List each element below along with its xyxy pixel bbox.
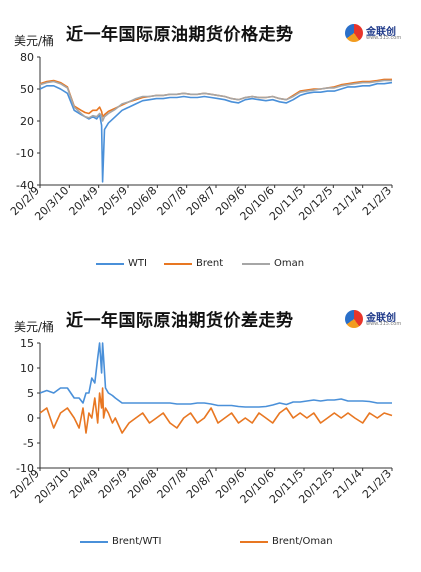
x-tick-label: 20/4/9 (67, 467, 101, 501)
y-tick-label: 80 (20, 51, 34, 64)
y-tick-label: 15 (20, 337, 34, 350)
x-tick-label: 20/4/9 (67, 184, 101, 218)
y-tick-label: -5 (23, 437, 34, 450)
y-tick-label: -10 (16, 462, 34, 475)
price-chart-panel: 美元/桶 近一年国际原油期货价格走势 金联创 www.315.com -40 -1… (8, 22, 405, 269)
legend-label-oman: Oman (274, 258, 305, 269)
series-line-brent-wti (39, 342, 392, 408)
x-tick-label: 20/5/9 (96, 467, 130, 501)
spread-chart-plot: -10-505101520/2/920/3/1020/4/920/5/920/6… (8, 337, 394, 506)
legend-item-brent-oman: Brent/Oman (240, 536, 333, 547)
x-tick-label: 20/6/8 (125, 184, 159, 218)
legend-item-oman: Oman (242, 258, 304, 269)
legend-swatch-oman (242, 262, 270, 265)
y-tick-label: 50 (20, 83, 34, 96)
jinlianchuang-logo: 金联创 www.315.com (345, 22, 405, 46)
legend-label-brent-wti: Brent/WTI (112, 536, 162, 547)
y-tick-label: 10 (20, 362, 34, 375)
legend-item-wti: WTI (96, 258, 147, 269)
x-tick-label: 20/7/8 (155, 467, 189, 501)
logo-text: 金联创 (366, 27, 396, 38)
spread-chart-panel: 美元/桶 近一年国际原油期货价差走势 金联创 www.315.com -10 -5… (0, 286, 421, 572)
logo-url: www.315.com (366, 35, 402, 41)
logo-mark-icon (345, 24, 363, 42)
x-tick-label: 20/8/7 (184, 467, 218, 501)
series-line-oman (39, 79, 392, 122)
x-tick-label: 21/1/4 (331, 184, 365, 218)
y-tick-label: 5 (27, 387, 34, 400)
legend-swatch-brent-oman (240, 540, 268, 543)
y-axis-unit: 美元/桶 (14, 34, 55, 48)
legend-swatch-brent-wti (80, 540, 108, 543)
logo-text: 金联创 (366, 313, 396, 324)
x-tick-label: 21/2/3 (360, 184, 394, 218)
logo-url: www.315.com (366, 321, 402, 327)
legend-label-brent: Brent (196, 258, 224, 269)
logo-mark-icon (345, 310, 363, 328)
y-tick-label: -10 (16, 147, 34, 160)
y-tick-label: 20 (20, 115, 34, 128)
legend-swatch-wti (96, 262, 124, 265)
y-tick-label: -40 (16, 179, 34, 192)
series-line-brent-oman (39, 387, 393, 434)
y-tick-label: 0 (27, 412, 34, 425)
y-axis-unit: 美元/桶 (14, 320, 55, 334)
series-line-wti (39, 81, 393, 183)
price-chart-plot: -40-1020508020/2/920/3/1020/4/920/5/920/… (8, 51, 394, 223)
x-tick-label: 21/1/4 (331, 467, 365, 501)
chart-title: 近一年国际原油期货价差走势 (66, 311, 294, 331)
legend-swatch-brent (164, 262, 192, 265)
legend-item-brent: Brent (164, 258, 223, 269)
legend-item-brent-wti: Brent/WTI (80, 536, 161, 547)
legend-label-wti: WTI (128, 258, 147, 269)
legend-label-brent-oman: Brent/Oman (272, 536, 333, 547)
chart-title: 近一年国际原油期货价格走势 (66, 25, 294, 45)
x-tick-label: 20/6/8 (125, 467, 159, 501)
x-tick-label: 20/7/8 (155, 184, 189, 218)
x-tick-label: 20/5/9 (96, 184, 130, 218)
x-tick-label: 20/8/7 (184, 184, 218, 218)
jinlianchuang-logo: 金联创 www.315.com (345, 308, 405, 332)
x-tick-label: 21/2/3 (360, 467, 394, 501)
